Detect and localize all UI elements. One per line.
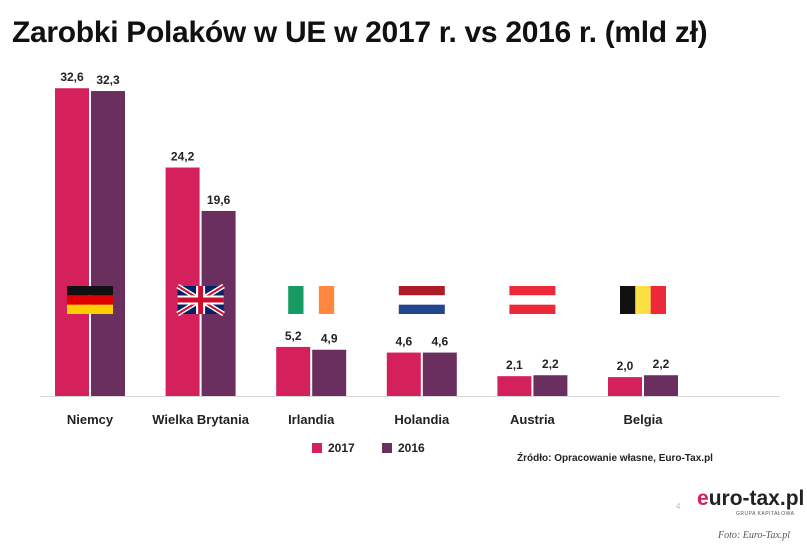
data-label-2016: 4,6 xyxy=(431,335,448,349)
bar-chart: 32,6 32,3 Niemcy 24,2 19,6 Wielka Brytania 5,2… xyxy=(40,70,780,427)
category-label: Holandia xyxy=(394,412,450,427)
category-label: Belgia xyxy=(623,412,663,427)
flag-netherlands-icon xyxy=(398,286,445,314)
euro-tax-logo: euro-tax.pl xyxy=(697,487,804,511)
data-label-2017: 4,6 xyxy=(395,335,412,349)
flag-ireland-icon xyxy=(288,286,335,314)
flag-stripe xyxy=(650,286,666,314)
category-label: Wielka Brytania xyxy=(152,412,249,427)
legend-item-2017: 2017 xyxy=(312,441,355,455)
flag-stripe xyxy=(509,286,556,296)
data-label-2016: 32,3 xyxy=(96,73,120,87)
legend-label-2017: 2017 xyxy=(328,441,355,455)
bar-2017 xyxy=(386,352,421,396)
page-number: 4 xyxy=(676,502,681,511)
data-label-2017: 5,2 xyxy=(285,329,302,343)
data-label-2017: 24,2 xyxy=(171,150,195,164)
data-label-2017: 32,6 xyxy=(60,70,84,84)
flag-stripe xyxy=(509,304,556,314)
flag-stripe xyxy=(67,286,113,296)
flag-stripe xyxy=(398,295,445,305)
flag-stripe xyxy=(318,286,335,314)
flag-belgium-icon xyxy=(620,286,666,314)
bar-2016 xyxy=(312,349,347,396)
bar-2016 xyxy=(644,375,678,396)
flag-uk-icon xyxy=(176,283,225,317)
data-label-2016: 4,9 xyxy=(321,332,338,346)
data-label-2017: 2,0 xyxy=(617,359,634,373)
flag-stripe xyxy=(509,295,556,305)
flag-stripe xyxy=(67,295,113,305)
logo-tagline: GRUPA KAPITAŁOWA xyxy=(736,511,795,517)
logo-prefix: e xyxy=(697,487,709,510)
bar-2016 xyxy=(422,352,457,396)
legend-item-2016: 2016 xyxy=(382,441,425,455)
photo-credit: Foto: Euro-Tax.pl xyxy=(718,530,791,541)
flag-austria-icon xyxy=(509,286,556,314)
flag-stripe xyxy=(398,286,445,296)
bar-2016 xyxy=(91,91,125,397)
flag-stripe xyxy=(288,286,304,314)
bar-2017 xyxy=(276,346,311,396)
flag-stripe xyxy=(635,286,651,314)
category-label: Austria xyxy=(510,412,556,427)
source-note: Źródło: Opracowanie własne, Euro-Tax.pl xyxy=(517,453,713,464)
flag-germany-icon xyxy=(67,286,113,314)
category-label: Niemcy xyxy=(67,412,114,427)
flag-stripe xyxy=(620,286,636,314)
bar-2017 xyxy=(165,167,200,396)
bar-2017 xyxy=(608,377,642,396)
category-label: Irlandia xyxy=(288,412,335,427)
legend-swatch-2016 xyxy=(382,443,392,453)
legend-swatch-2017 xyxy=(312,443,322,453)
bar-2016 xyxy=(533,375,568,396)
chart-title: Zarobki Polaków w UE w 2017 r. vs 2016 r… xyxy=(12,16,708,49)
bar-2017 xyxy=(55,88,89,396)
data-label-2016: 19,6 xyxy=(207,193,231,207)
data-label-2017: 2,1 xyxy=(506,358,523,372)
data-label-2016: 2,2 xyxy=(653,357,670,371)
flag-stripe xyxy=(398,304,445,314)
legend-label-2016: 2016 xyxy=(398,441,425,455)
logo-rest: uro-tax.pl xyxy=(708,487,805,510)
flag-stripe xyxy=(303,286,319,314)
data-label-2016: 2,2 xyxy=(542,357,559,371)
flag-stripe xyxy=(67,304,113,314)
flag-stripe xyxy=(177,297,224,303)
bar-2017 xyxy=(497,376,532,396)
